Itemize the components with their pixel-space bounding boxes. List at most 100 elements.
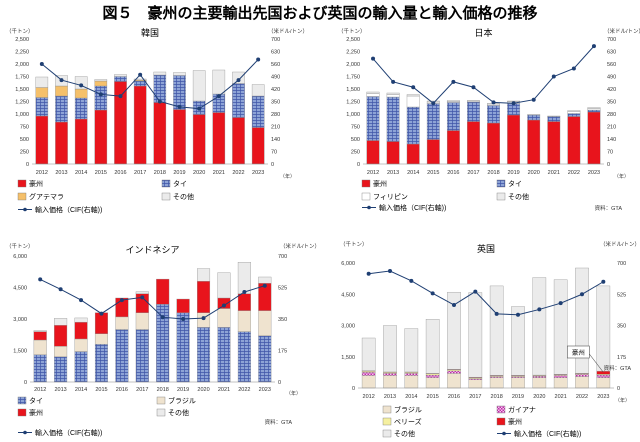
chart3-xtick: 2012	[34, 387, 46, 393]
chart3-bar-ブラジル	[54, 346, 68, 357]
chart1-xtick: 2021	[213, 170, 225, 176]
chart3-bar-タイ	[94, 344, 108, 383]
chart2-price-point	[451, 79, 456, 84]
chart2-bar-その他	[587, 107, 601, 109]
chart3-price-point	[79, 298, 84, 303]
chart2-bar-豪州	[366, 140, 380, 165]
chart2-ytick-right: 0	[607, 162, 610, 168]
chart3-bar-豪州	[94, 312, 108, 334]
chart4-xtick: 2012	[363, 394, 375, 400]
chart1-ylabel-right: （米ドル/トン）	[268, 27, 308, 35]
chart2-bar-その他	[406, 94, 420, 97]
chart3-xtick: 2018	[157, 387, 169, 393]
chart2-bar-タイ	[527, 114, 541, 121]
chart4-legend-label: ベリーズ	[394, 417, 422, 426]
chart4-xtick: 2022	[576, 394, 588, 400]
chart2-source-note: 資料：GTA	[595, 204, 623, 212]
chart4-xtick: 2019	[512, 394, 524, 400]
chart2-ytick-left: 0	[357, 162, 360, 168]
chart1-ytick-left: 1,750	[15, 75, 29, 81]
chart1-bar-豪州	[173, 109, 186, 165]
chart3-price-point	[38, 277, 43, 282]
chart1-bar-その他	[133, 78, 147, 81]
chart3-ylabel-right: （米ドル/トン）	[280, 242, 320, 250]
chart2-xtick: 2020	[528, 170, 540, 176]
chart4-bar-その他	[447, 291, 461, 370]
chart2-bar-その他	[467, 100, 480, 102]
chart4-bar-ガイアナ	[447, 370, 461, 374]
chart3-ytick-right: 350	[278, 317, 287, 323]
chart1-ytick-right: 560	[271, 62, 280, 68]
chart4-bar-ブラジル	[553, 377, 568, 389]
chart1-xtick: 2020	[193, 170, 205, 176]
chart4-xtick: 2016	[448, 394, 460, 400]
chart4-bar-ガイアナ	[553, 375, 568, 378]
chart4-bar-ガイアナ	[532, 376, 547, 378]
chart4-bar-ブラジル	[404, 375, 419, 389]
chart1-xtick: 2012	[36, 170, 48, 176]
chart1-legend-line-label: 輸入価格（CIF(右軸))	[35, 205, 102, 214]
chart2-bar-その他	[366, 91, 380, 94]
chart4-ytick-left: 1,500	[341, 355, 355, 361]
chart2-ytick-right: 350	[607, 100, 616, 106]
chart1-legend-swatch	[161, 192, 171, 201]
chart1-bar-グアテマラ	[74, 88, 88, 99]
chart1-xtick: 2015	[95, 170, 107, 176]
chart3-bar-タイ	[258, 335, 272, 383]
chart4-xlabel: （年）	[615, 397, 630, 404]
chart1-bar-その他	[94, 79, 108, 82]
chart1-bar-豪州	[153, 102, 167, 165]
chart2-bar-タイ	[487, 105, 500, 124]
chart3-bar-豪州	[33, 331, 47, 341]
chart4-bar-その他	[489, 285, 504, 376]
chart1-bar-その他	[251, 84, 265, 97]
chart1-legend-swatch	[161, 179, 171, 188]
chart4-price-point	[601, 279, 606, 284]
chart4-xtick: 2018	[491, 394, 503, 400]
chart4-annotation-box	[567, 345, 590, 359]
chart1-ytick-right: 140	[271, 137, 280, 143]
chart4-xtick: 2017	[469, 394, 481, 400]
chart1-legend-label: タイ	[173, 179, 187, 188]
chart4-xtick: 2021	[555, 394, 567, 400]
chart3-bar-その他	[74, 317, 88, 323]
chart4-price-point	[409, 278, 414, 283]
chart1-bar-タイ	[232, 83, 245, 118]
chart4-legend-label: 豪州	[508, 417, 522, 426]
chart1-xtick: 2019	[173, 170, 185, 176]
chart2-price-point	[531, 97, 536, 102]
chart4-bar-ガイアナ	[361, 372, 376, 376]
chart1-bar-その他	[232, 71, 245, 84]
chart1-ytick-right: 70	[271, 150, 277, 156]
chart1-price-point	[79, 83, 84, 88]
chart4-price-point	[452, 302, 456, 307]
chart4-price-point	[516, 312, 520, 317]
chart3-bar-タイ	[115, 329, 129, 383]
chart4-xtick: 2020	[533, 394, 545, 400]
chart2-ytick-right: 630	[607, 50, 616, 56]
chart1-ytick-left: 2,000	[15, 62, 29, 68]
chart3-bar-タイ	[237, 331, 251, 383]
chart2-ytick-left: 1,250	[346, 100, 360, 106]
chart1-ylabel-left: （千トン）	[6, 27, 34, 35]
chart2-bar-タイ	[567, 113, 581, 117]
chart2-ytick-left: 750	[351, 125, 360, 131]
chart4-bar-ブラジル	[361, 375, 376, 389]
chart4-legend-label: その他	[394, 429, 415, 438]
chart4-price-point	[558, 301, 563, 306]
chart2-ytick-right: 560	[607, 62, 616, 68]
chart4-ytick-right: 700	[617, 261, 626, 267]
chart1-bar-タイ	[114, 76, 127, 82]
chart3-ytick-left: 4,500	[13, 286, 27, 292]
chart3-bar-その他	[237, 262, 251, 294]
chart1-bar-タイ	[133, 80, 147, 87]
chart2-bar-タイ	[426, 103, 440, 140]
chart2-xtick: 2016	[447, 170, 459, 176]
chart2-bar-豪州	[487, 122, 500, 165]
chart4-bar-ベリーズ	[361, 370, 376, 373]
chart4-bar-ブラジル	[575, 376, 589, 389]
chart1-legend-label: 豪州	[29, 179, 43, 188]
chart1-ytick-left: 1,500	[15, 87, 29, 93]
chart1-xtick: 2016	[114, 170, 126, 176]
